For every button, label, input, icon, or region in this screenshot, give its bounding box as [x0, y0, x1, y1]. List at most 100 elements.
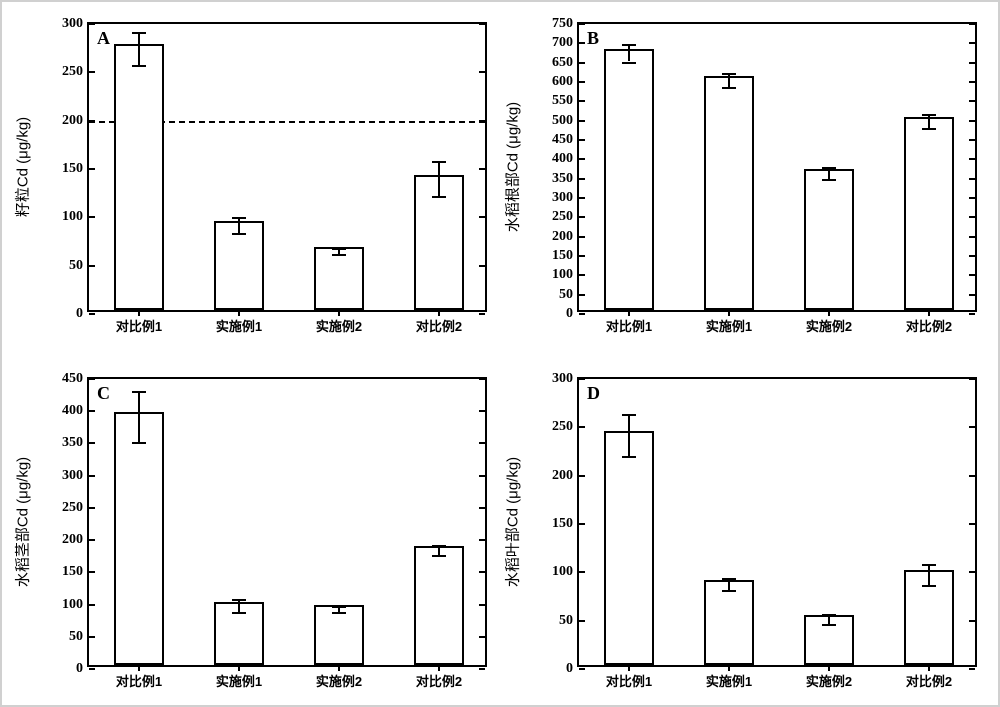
error-cap — [622, 414, 636, 416]
x-tick-label: 实施例1 — [216, 310, 262, 335]
y-tick-mark — [89, 604, 95, 606]
error-cap — [432, 196, 446, 198]
y-tick-label: 400 — [62, 403, 89, 419]
y-tick-label: 500 — [552, 113, 579, 129]
y-tick-label: 300 — [552, 190, 579, 206]
y-tick-label: 350 — [62, 435, 89, 451]
y-tick-label: 550 — [552, 93, 579, 109]
error-cap — [722, 73, 736, 75]
error-bar — [138, 391, 140, 443]
error-cap — [132, 391, 146, 393]
error-cap — [822, 624, 836, 626]
y-tick-mark — [579, 81, 585, 83]
y-tick-mark-right — [479, 442, 485, 444]
panel-C-plot: C050100150200250300350400450对比例1实施例1实施例2… — [87, 377, 487, 667]
y-tick-mark — [579, 475, 585, 477]
error-cap — [622, 44, 636, 46]
y-tick-label: 50 — [559, 613, 579, 629]
x-tick-label: 对比例2 — [906, 310, 952, 335]
error-cap — [822, 167, 836, 169]
y-tick-mark-right — [969, 523, 975, 525]
error-bar — [928, 564, 930, 585]
y-tick-mark-right — [479, 410, 485, 412]
y-tick-mark — [89, 539, 95, 541]
y-tick-mark — [579, 620, 585, 622]
y-tick-mark — [579, 62, 585, 64]
y-tick-mark — [579, 571, 585, 573]
error-cap — [132, 442, 146, 444]
error-cap — [332, 606, 346, 608]
y-tick-mark — [89, 571, 95, 573]
bar — [804, 169, 854, 310]
y-tick-label: 400 — [552, 151, 579, 167]
y-tick-label: 450 — [62, 371, 89, 387]
panel-label-C: C — [97, 383, 110, 404]
y-tick-mark-right — [969, 571, 975, 573]
bar — [114, 412, 164, 665]
y-tick-mark — [579, 158, 585, 160]
error-cap — [332, 248, 346, 250]
error-bar — [438, 161, 440, 196]
error-cap — [822, 614, 836, 616]
y-tick-mark-right — [969, 158, 975, 160]
y-tick-label: 50 — [559, 287, 579, 303]
y-tick-label: 300 — [62, 468, 89, 484]
error-cap — [922, 114, 936, 116]
y-tick-mark — [579, 523, 585, 525]
y-tick-mark-right — [479, 71, 485, 73]
y-tick-label: 300 — [552, 371, 579, 387]
bar — [604, 49, 654, 310]
y-tick-mark-right — [479, 313, 485, 315]
y-tick-mark-right — [479, 507, 485, 509]
y-tick-mark — [89, 475, 95, 477]
y-tick-label: 250 — [62, 64, 89, 80]
y-tick-mark-right — [969, 620, 975, 622]
y-tick-label: 200 — [552, 229, 579, 245]
y-tick-mark — [579, 668, 585, 670]
bar — [704, 580, 754, 665]
y-tick-mark-right — [969, 62, 975, 64]
y-tick-mark — [579, 42, 585, 44]
y-tick-mark-right — [969, 197, 975, 199]
y-tick-mark-right — [969, 42, 975, 44]
y-tick-mark-right — [969, 236, 975, 238]
y-axis-label-B: 水稻根部Cd (μg/kg) — [502, 102, 523, 232]
error-cap — [232, 233, 246, 235]
x-tick-label: 对比例1 — [116, 310, 162, 335]
error-cap — [132, 32, 146, 34]
panel-B-plot: B050100150200250300350400450500550600650… — [577, 22, 977, 312]
panel-label-B: B — [587, 28, 599, 49]
y-tick-label: 100 — [552, 564, 579, 580]
panel-A-plot: A050100150200250300对比例1实施例1实施例2对比例2 — [87, 22, 487, 312]
error-cap — [922, 585, 936, 587]
bar — [314, 605, 364, 665]
error-cap — [922, 128, 936, 130]
y-tick-mark-right — [969, 426, 975, 428]
y-tick-mark — [579, 294, 585, 296]
y-tick-label: 150 — [62, 161, 89, 177]
y-tick-mark-right — [969, 139, 975, 141]
error-cap — [722, 590, 736, 592]
panel-label-A: A — [97, 28, 110, 49]
panel-D-plot: D050100150200250300对比例1实施例1实施例2对比例2 — [577, 377, 977, 667]
error-cap — [332, 612, 346, 614]
y-tick-mark-right — [479, 636, 485, 638]
error-cap — [432, 161, 446, 163]
x-tick-label: 实施例1 — [706, 665, 752, 690]
x-tick-label: 实施例2 — [806, 665, 852, 690]
y-tick-label: 50 — [69, 629, 89, 645]
figure-container: A050100150200250300对比例1实施例1实施例2对比例2籽粒Cd … — [0, 0, 1000, 707]
x-tick-label: 实施例1 — [706, 310, 752, 335]
error-cap — [432, 555, 446, 557]
y-tick-mark-right — [479, 168, 485, 170]
bar — [704, 76, 754, 310]
y-tick-label: 350 — [552, 171, 579, 187]
y-tick-label: 150 — [62, 564, 89, 580]
y-tick-mark — [579, 178, 585, 180]
y-tick-label: 0 — [566, 306, 579, 322]
bar — [414, 546, 464, 665]
panel-label-D: D — [587, 383, 600, 404]
y-tick-mark-right — [479, 23, 485, 25]
y-tick-label: 200 — [62, 113, 89, 129]
y-tick-mark — [579, 100, 585, 102]
